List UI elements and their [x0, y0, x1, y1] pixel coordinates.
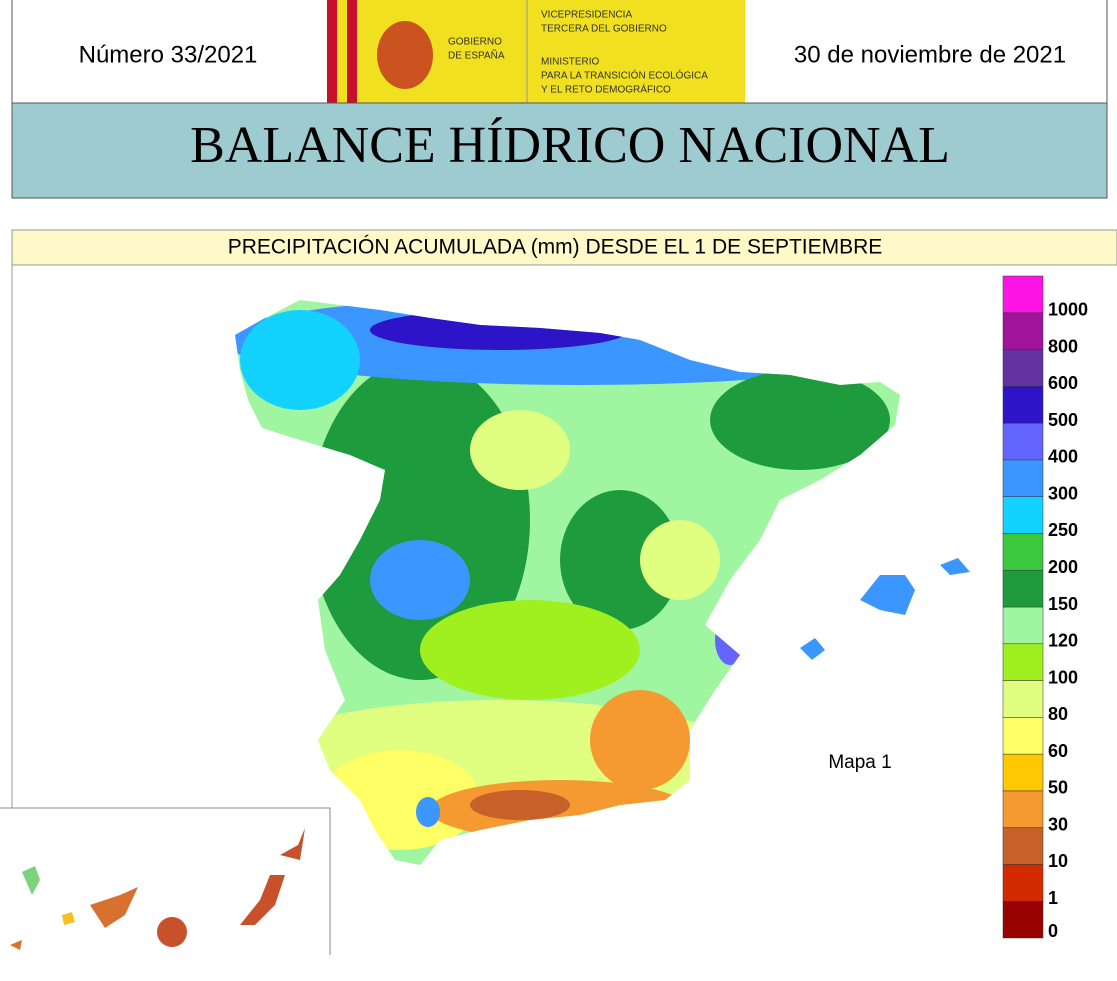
legend: 0 1 10 30 50 60 80 100 120 150 200 250 300 400 500 600 8…	[1002, 275, 1088, 941]
zone	[420, 600, 640, 700]
logo-text: PARA LA TRANSICIÓN ECOLÓGICA	[541, 69, 708, 82]
legend-swatch	[1002, 275, 1044, 314]
logo: GOBIERNO DE ESPAÑA VICEPRESIDENCIA TERCE…	[327, 0, 745, 103]
legend-label: 150	[1048, 594, 1078, 614]
legend-label: 1000	[1048, 300, 1088, 320]
zone	[590, 690, 690, 790]
canary-island	[280, 828, 305, 860]
legend-swatch	[1002, 569, 1044, 608]
legend-label: 300	[1048, 483, 1078, 503]
legend-label: 800	[1048, 336, 1078, 356]
legend-swatch	[1002, 312, 1044, 350]
legend-swatch	[1002, 717, 1044, 755]
legend-label: 30	[1048, 814, 1068, 834]
zone	[240, 310, 360, 410]
legend-label: 1	[1048, 888, 1058, 908]
balearic-island	[860, 575, 915, 615]
issue-number: Número 33/2021	[79, 41, 258, 68]
canary-island	[90, 887, 138, 928]
subtitle: PRECIPITACIÓN ACUMULADA (mm) DESDE EL 1 …	[228, 236, 883, 259]
legend-label: 50	[1048, 778, 1068, 798]
map-label: Mapa 1	[828, 752, 891, 773]
legend-swatch	[1002, 386, 1044, 424]
legend-swatch	[1002, 753, 1044, 792]
legend-label: 600	[1048, 373, 1078, 393]
canary-island	[22, 866, 40, 895]
legend-label: 100	[1048, 667, 1078, 687]
balearic-island	[800, 638, 825, 660]
logo-text: TERCERA DEL GOBIERNO	[541, 24, 667, 35]
logo-text: DE ESPAÑA	[448, 49, 505, 62]
canary-island	[10, 940, 22, 950]
zone	[470, 410, 570, 490]
zone	[640, 520, 720, 600]
coat-of-arms	[377, 21, 433, 89]
legend-label: 0	[1048, 921, 1058, 941]
logo-stripe	[327, 0, 337, 103]
logo-text: MINISTERIO	[541, 57, 600, 68]
zone	[470, 790, 570, 820]
canary-island	[157, 917, 187, 947]
legend-swatch	[1002, 864, 1044, 902]
logo-text: GOBIERNO	[448, 37, 502, 48]
legend-label: 400	[1048, 447, 1078, 467]
legend-label: 500	[1048, 410, 1078, 430]
zone	[370, 540, 470, 620]
issue-date: 30 de noviembre de 2021	[794, 41, 1066, 68]
legend-swatch	[1002, 533, 1044, 571]
legend-label: 250	[1048, 520, 1078, 540]
zone	[710, 370, 890, 470]
legend-label: 10	[1048, 851, 1068, 871]
legend-swatch	[1002, 459, 1044, 497]
legend-swatch	[1002, 606, 1044, 645]
logo-stripe	[347, 0, 357, 103]
legend-swatch	[1002, 680, 1044, 718]
legend-label: 60	[1048, 741, 1068, 761]
canary-island	[62, 912, 75, 925]
inset-frame	[0, 807, 331, 955]
legend-swatch	[1002, 496, 1044, 534]
logo-text: Y EL RETO DEMOGRÁFICO	[541, 83, 671, 96]
legend-label: 200	[1048, 557, 1078, 577]
canary-island	[240, 875, 285, 925]
zone	[370, 310, 630, 350]
legend-swatch	[1002, 900, 1044, 939]
title-bar	[11, 102, 1108, 199]
legend-label: 80	[1048, 704, 1068, 724]
zone	[416, 797, 440, 827]
legend-swatch	[1002, 827, 1044, 865]
subtitle-bar	[11, 229, 1117, 266]
zone	[715, 615, 745, 665]
balearic-island	[940, 558, 970, 575]
legend-swatch	[1002, 422, 1044, 461]
legend-swatch	[1002, 643, 1044, 681]
logo-text: VICEPRESIDENCIA	[541, 10, 632, 21]
legend-label: 120	[1048, 631, 1078, 651]
peninsula-map	[235, 300, 900, 865]
legend-swatch	[1002, 790, 1044, 828]
legend-swatch	[1002, 349, 1044, 387]
zone	[560, 490, 680, 630]
title: BALANCE HÍDRICO NACIONAL	[190, 116, 950, 174]
